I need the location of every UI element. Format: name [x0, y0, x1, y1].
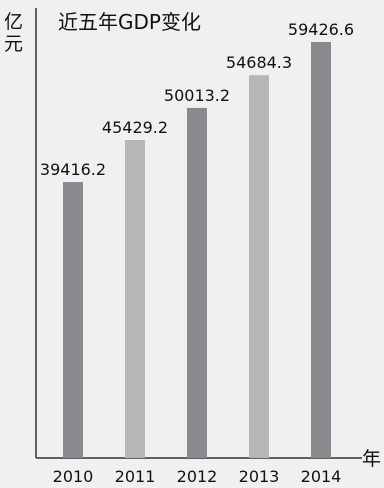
- bar-2014: [311, 42, 331, 459]
- bar-2013: [249, 75, 269, 458]
- x-tick-label-2010: 2010: [53, 467, 94, 486]
- value-label-2013: 54684.3: [226, 53, 292, 72]
- x-tick-label-2012: 2012: [177, 467, 218, 486]
- value-label-2011: 45429.2: [102, 118, 168, 137]
- y-axis-label-line2: 元: [4, 33, 23, 55]
- value-label-2014: 59426.6: [288, 20, 354, 39]
- bar-2012: [187, 107, 207, 459]
- bar-2010: [63, 182, 83, 458]
- x-axis-label: 年: [362, 448, 381, 470]
- chart-title: 近五年GDP变化: [58, 10, 201, 34]
- value-label-2010: 39416.2: [40, 160, 106, 179]
- x-tick-label-2011: 2011: [115, 467, 156, 486]
- bar-2011: [125, 139, 145, 458]
- value-label-2012: 50013.2: [164, 86, 230, 105]
- x-tick-label-2013: 2013: [239, 467, 280, 486]
- x-tick-label-2014: 2014: [301, 467, 342, 486]
- y-axis-label-line1: 亿: [4, 11, 23, 33]
- bars-group: 39416.2 2010 45429.2 2011 50013.2 2012 54684.3…: [40, 20, 354, 486]
